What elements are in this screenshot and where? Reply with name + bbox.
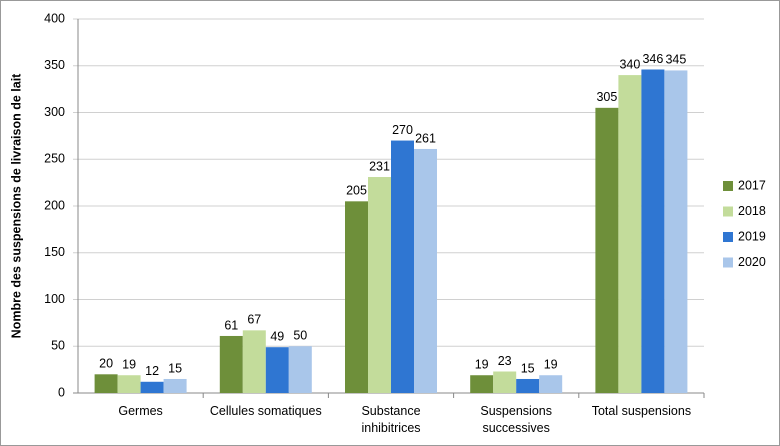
y-tick-label: 400 [44, 11, 65, 25]
x-tick-label: Suspensions successives [480, 404, 552, 435]
value-label: 345 [665, 53, 686, 67]
legend-label: 2018 [738, 204, 766, 218]
value-label: 231 [369, 159, 390, 173]
value-label: 19 [544, 358, 558, 372]
bar [288, 346, 312, 393]
bar [265, 347, 289, 393]
value-label: 20 [99, 357, 113, 371]
value-label: 12 [145, 364, 159, 378]
value-label: 15 [168, 361, 182, 375]
x-tick-label: Germes [118, 404, 163, 418]
value-label: 270 [392, 123, 413, 137]
y-tick-label: 100 [44, 292, 65, 306]
value-label: 340 [619, 57, 640, 71]
bar [94, 374, 118, 393]
x-tick-label: Cellules somatiques [209, 404, 322, 418]
y-tick-label: 250 [44, 152, 65, 166]
bar [117, 375, 141, 393]
y-tick-label: 50 [51, 339, 65, 353]
bar [641, 69, 665, 394]
legend-swatch [723, 232, 733, 242]
value-label: 19 [475, 358, 489, 372]
legend-swatch [723, 181, 733, 191]
value-label: 61 [224, 318, 238, 332]
bar [219, 335, 243, 393]
value-label: 305 [596, 90, 617, 104]
y-tick-label: 300 [44, 105, 65, 119]
value-label: 15 [521, 361, 535, 375]
value-label: 261 [415, 131, 436, 145]
y-tick-label: 150 [44, 245, 65, 259]
legend-label: 2017 [738, 178, 766, 192]
value-label: 205 [346, 184, 367, 198]
value-label: 19 [122, 358, 136, 372]
bar [140, 381, 164, 393]
legend-label: 2020 [738, 255, 766, 269]
bar [516, 378, 540, 393]
y-tick-label: 200 [44, 198, 65, 212]
bar [595, 107, 619, 393]
bar [242, 330, 266, 393]
bar [493, 371, 517, 393]
bar [618, 75, 642, 393]
value-label: 346 [642, 52, 663, 66]
legend-label: 2019 [738, 229, 766, 243]
y-axis-title: Nombre des suspensions de livraison de l… [9, 73, 23, 338]
x-tick-label: Substance inhibitrices [361, 404, 421, 435]
bar [368, 177, 391, 393]
y-tick-label: 0 [58, 385, 65, 399]
bar [345, 201, 368, 393]
bar [414, 148, 437, 393]
bar [664, 70, 688, 394]
bar [539, 375, 563, 393]
legend-swatch [723, 257, 733, 268]
bar [163, 378, 187, 393]
value-label: 67 [247, 313, 261, 327]
x-tick-label: Total suspensions [591, 404, 692, 418]
value-label: 50 [293, 329, 307, 343]
value-label: 49 [270, 329, 284, 343]
value-label: 23 [498, 354, 512, 368]
bar [391, 140, 414, 393]
y-tick-label: 350 [44, 58, 65, 72]
legend-swatch [723, 206, 733, 217]
bar [470, 375, 494, 393]
